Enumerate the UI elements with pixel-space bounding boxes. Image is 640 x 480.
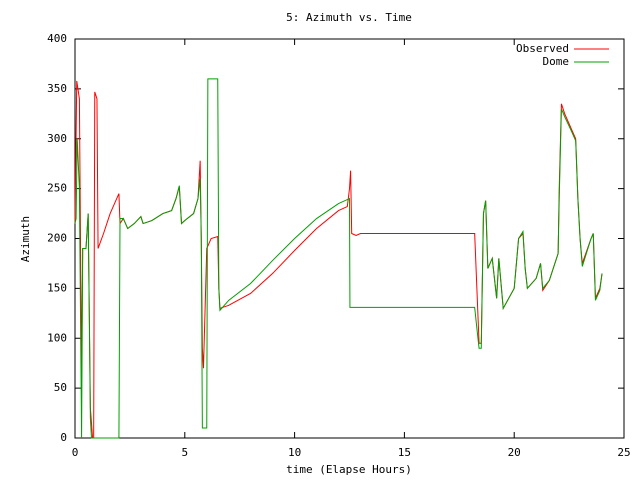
y-tick-label: 400 (47, 32, 67, 45)
y-tick-label: 50 (54, 381, 67, 394)
y-tick-label: 350 (47, 82, 67, 95)
legend-label: Dome (543, 55, 570, 68)
y-tick-label: 0 (60, 431, 67, 444)
x-tick-label: 25 (617, 446, 630, 459)
legend-label: Observed (516, 42, 569, 55)
y-tick-label: 200 (47, 232, 67, 245)
y-tick-label: 100 (47, 331, 67, 344)
y-tick-label: 300 (47, 132, 67, 145)
y-tick-label: 250 (47, 182, 67, 195)
y-tick-label: 150 (47, 281, 67, 294)
x-axis-label: time (Elapse Hours) (286, 463, 412, 476)
x-tick-label: 10 (288, 446, 301, 459)
x-tick-label: 15 (398, 446, 411, 459)
series-line (74, 78, 603, 439)
x-tick-label: 20 (508, 446, 521, 459)
x-tick-label: 5 (181, 446, 188, 459)
chart-title: 5: Azimuth vs. Time (286, 11, 412, 24)
y-axis-label: Azimuth (19, 216, 32, 262)
x-tick-label: 0 (72, 446, 79, 459)
